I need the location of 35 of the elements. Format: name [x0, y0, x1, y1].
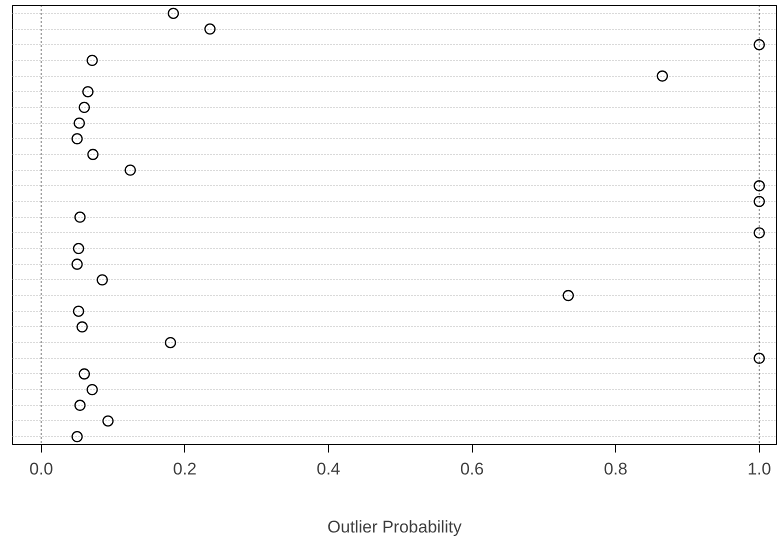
point	[656, 70, 668, 82]
point	[562, 290, 574, 302]
point	[96, 274, 108, 286]
point	[754, 180, 765, 192]
x-axis-title: Outlier Probability	[327, 518, 462, 536]
point	[74, 400, 86, 411]
point	[87, 148, 99, 160]
x-tick-label: 0.8	[604, 460, 628, 478]
point	[168, 8, 179, 19]
point	[74, 117, 85, 129]
x-tick-label: 0.4	[316, 460, 340, 478]
point	[76, 321, 88, 333]
point	[74, 212, 86, 223]
point	[754, 39, 765, 50]
point	[754, 227, 765, 238]
point	[78, 368, 90, 380]
point	[86, 384, 98, 396]
point	[72, 306, 84, 317]
point	[72, 242, 84, 254]
point	[754, 196, 765, 208]
point	[82, 86, 94, 98]
point	[204, 23, 216, 35]
point	[71, 431, 83, 442]
x-tick-label: 0.0	[29, 460, 54, 478]
point	[86, 54, 98, 66]
x-tick-label: 1.0	[747, 460, 772, 478]
x-tick-label: 0.2	[173, 460, 197, 478]
point	[71, 133, 83, 144]
point	[164, 336, 176, 348]
point	[71, 258, 83, 270]
point	[102, 415, 114, 427]
point	[754, 352, 765, 364]
point	[124, 164, 136, 176]
point	[78, 102, 90, 114]
x-tick-label: 0.6	[460, 460, 484, 478]
